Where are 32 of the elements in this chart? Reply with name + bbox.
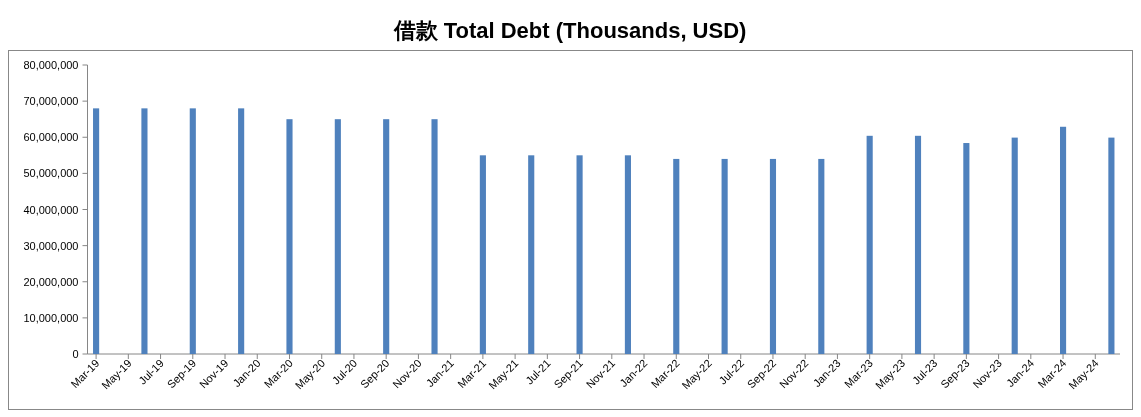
- bar: [769, 158, 777, 354]
- bar: [528, 155, 535, 354]
- y-tick-label: 20,000,000: [23, 275, 79, 288]
- bar: [238, 108, 245, 354]
- bar: [866, 135, 873, 354]
- y-tick-label: 60,000,000: [23, 131, 79, 144]
- y-tick-label: 40,000,000: [23, 203, 79, 216]
- bar: [93, 108, 100, 354]
- bar: [189, 108, 196, 354]
- bar: [1059, 126, 1067, 354]
- bar: [286, 119, 293, 354]
- bar: [721, 158, 728, 354]
- y-tick-label: 80,000,000: [23, 59, 79, 71]
- bar: [431, 119, 438, 354]
- bar: [383, 119, 390, 354]
- y-tick-label: 10,000,000: [23, 311, 79, 324]
- bar: [624, 155, 631, 354]
- bar: [576, 155, 583, 354]
- bar: [673, 158, 680, 354]
- y-tick-label: 30,000,000: [23, 239, 79, 252]
- y-tick-label: 0: [72, 348, 79, 360]
- bar: [141, 108, 148, 354]
- y-tick-label: 70,000,000: [23, 95, 79, 108]
- bar: [1011, 137, 1018, 354]
- bar: [818, 158, 825, 354]
- bar: [334, 119, 341, 354]
- bar: [1108, 137, 1115, 354]
- bar: [914, 135, 922, 354]
- bar: [479, 155, 486, 354]
- bar: [963, 143, 970, 354]
- y-tick-label: 50,000,000: [23, 167, 79, 180]
- chart-title: 借款 Total Debt (Thousands, USD): [392, 18, 747, 43]
